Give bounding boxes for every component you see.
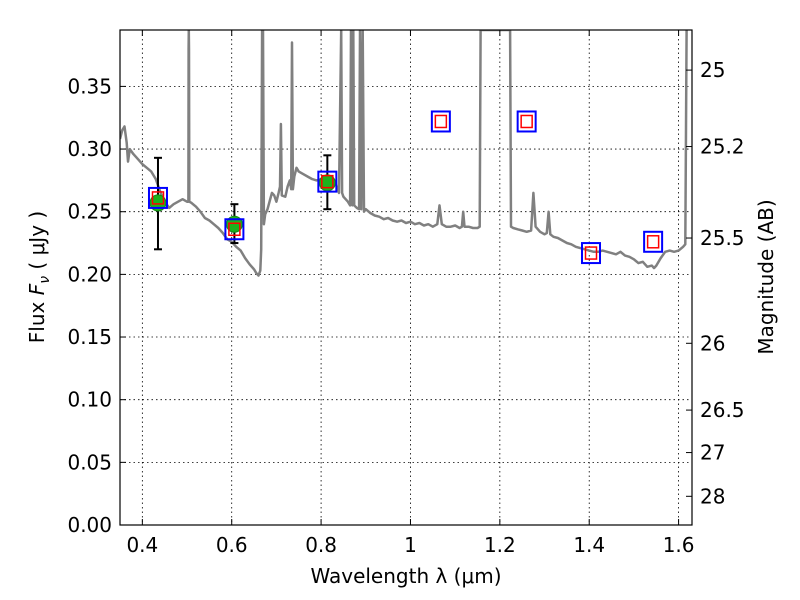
x-tick-label: 1.4 [573,533,605,557]
spectrum-line [120,30,688,277]
y-tick-label: 0.35 [67,74,112,98]
y-axis-label-suffix: ( μJy ) [25,211,49,276]
model-photometry-inner-square [228,222,241,237]
model-photometry-inner-square [520,114,533,129]
right-tick-label: 25 [700,58,725,82]
model-photometry-square [643,230,664,253]
y-tick-label: 0.15 [67,325,112,349]
plot-area [120,30,688,277]
right-axis-label: Magnitude (AB) [754,199,778,354]
model-photometry-square [224,218,245,241]
grid-lines [120,30,692,526]
x-tick-label: 0.4 [126,533,158,557]
y-tick-label: 0.20 [67,262,112,286]
right-tick-label: 27 [700,441,725,465]
right-tick-label: 26.5 [700,398,745,422]
x-tick-label: 0.6 [216,533,248,557]
model-photometry-inner-square [646,235,660,249]
x-tick-label: 0.8 [305,533,337,557]
ticks: 0.4 0.6 0.8 1 1.2 1.4 1.6 0.00 0.05 0.10 0.15 0.20 0… [67,30,745,557]
model-photometry-inner-square [151,191,165,205]
model-photometry-square [430,110,451,133]
y-axis-label: Flux Fν ( μJy ) [25,211,53,343]
y-axis-label-symbol: F [25,283,49,295]
model-photometry-square [317,170,338,193]
model-photometry-square [147,186,168,209]
x-tick-label: 1.2 [484,533,516,557]
y-axis-label-prefix: Flux [25,295,49,343]
model-photometry-inner-square [321,174,334,189]
x-axis-label: Wavelength λ (μm) [310,564,501,588]
right-tick-label: 26 [700,331,725,355]
y-tick-label: 0.00 [67,513,112,537]
model-photometry-square [516,110,537,133]
model-photometry-inner-square [584,246,598,260]
y-tick-label: 0.30 [67,137,112,161]
x-tick-label: 1.6 [663,533,695,557]
y-tick-label: 0.05 [67,450,112,474]
plot-frame [119,29,693,526]
right-tick-label: 25.5 [700,226,745,250]
x-tick-label: 1 [404,533,417,557]
right-tick-label: 25.2 [700,135,745,159]
model-photometry-inner-square [434,114,448,129]
y-axis-label-subscript: ν [37,276,53,284]
series-layer [120,30,688,277]
y-tick-label: 0.25 [67,200,112,224]
right-tick-label: 28 [700,484,725,508]
model-photometry-square [581,242,602,265]
y-tick-label: 0.10 [67,388,112,412]
